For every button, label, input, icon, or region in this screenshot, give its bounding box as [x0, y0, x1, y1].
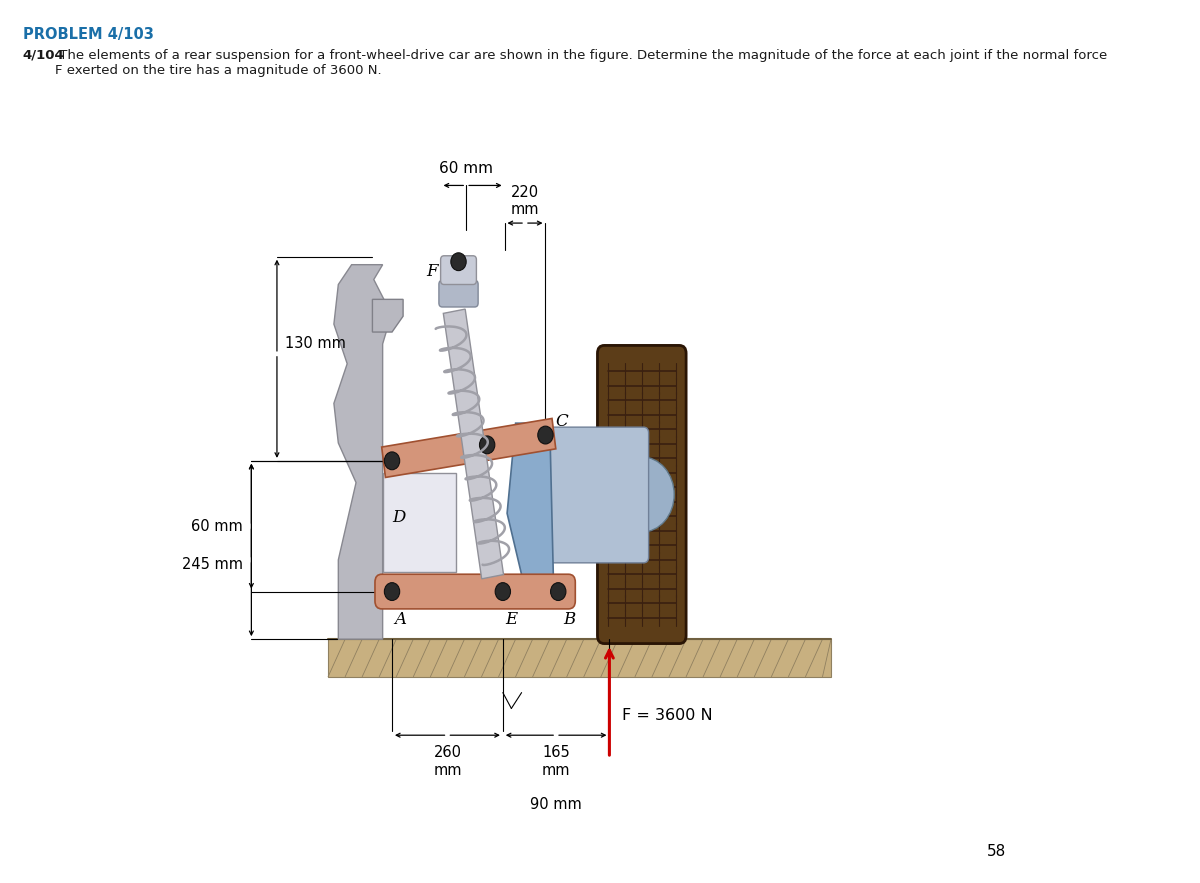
Circle shape [496, 583, 510, 600]
FancyBboxPatch shape [598, 345, 686, 644]
Text: The elements of a rear suspension for a front-wheel-drive car are shown in the f: The elements of a rear suspension for a … [55, 49, 1108, 77]
Polygon shape [372, 299, 403, 332]
Text: E: E [505, 611, 517, 629]
Text: A: A [395, 611, 407, 629]
Text: 90 mm: 90 mm [530, 796, 582, 811]
Text: F: F [426, 263, 438, 280]
Polygon shape [334, 265, 391, 639]
Text: C: C [556, 413, 569, 430]
Circle shape [451, 253, 466, 270]
FancyBboxPatch shape [439, 280, 478, 307]
Text: D: D [392, 509, 406, 525]
Text: 60 mm: 60 mm [439, 161, 493, 176]
Circle shape [384, 583, 400, 600]
Text: 245 mm: 245 mm [182, 557, 242, 572]
Circle shape [538, 426, 553, 444]
FancyBboxPatch shape [374, 574, 575, 609]
Bar [328, 639, 832, 676]
Text: PROBLEM 4/103: PROBLEM 4/103 [23, 27, 154, 42]
Text: 130 mm: 130 mm [286, 336, 347, 351]
Polygon shape [382, 419, 556, 478]
Text: 60 mm: 60 mm [191, 518, 242, 533]
Text: 58: 58 [986, 844, 1006, 859]
FancyBboxPatch shape [548, 427, 649, 562]
Circle shape [480, 436, 494, 454]
Text: 220
mm: 220 mm [511, 185, 539, 217]
Text: 4/104: 4/104 [23, 49, 65, 62]
Polygon shape [508, 423, 554, 603]
FancyBboxPatch shape [440, 256, 476, 284]
Polygon shape [443, 309, 504, 579]
Circle shape [384, 452, 400, 470]
Circle shape [610, 457, 674, 532]
Text: F = 3600 N: F = 3600 N [622, 708, 713, 723]
Circle shape [551, 583, 566, 600]
Text: B: B [563, 611, 576, 629]
Text: 165
mm: 165 mm [542, 745, 570, 778]
FancyBboxPatch shape [384, 472, 456, 572]
Text: 260
mm: 260 mm [433, 745, 462, 778]
